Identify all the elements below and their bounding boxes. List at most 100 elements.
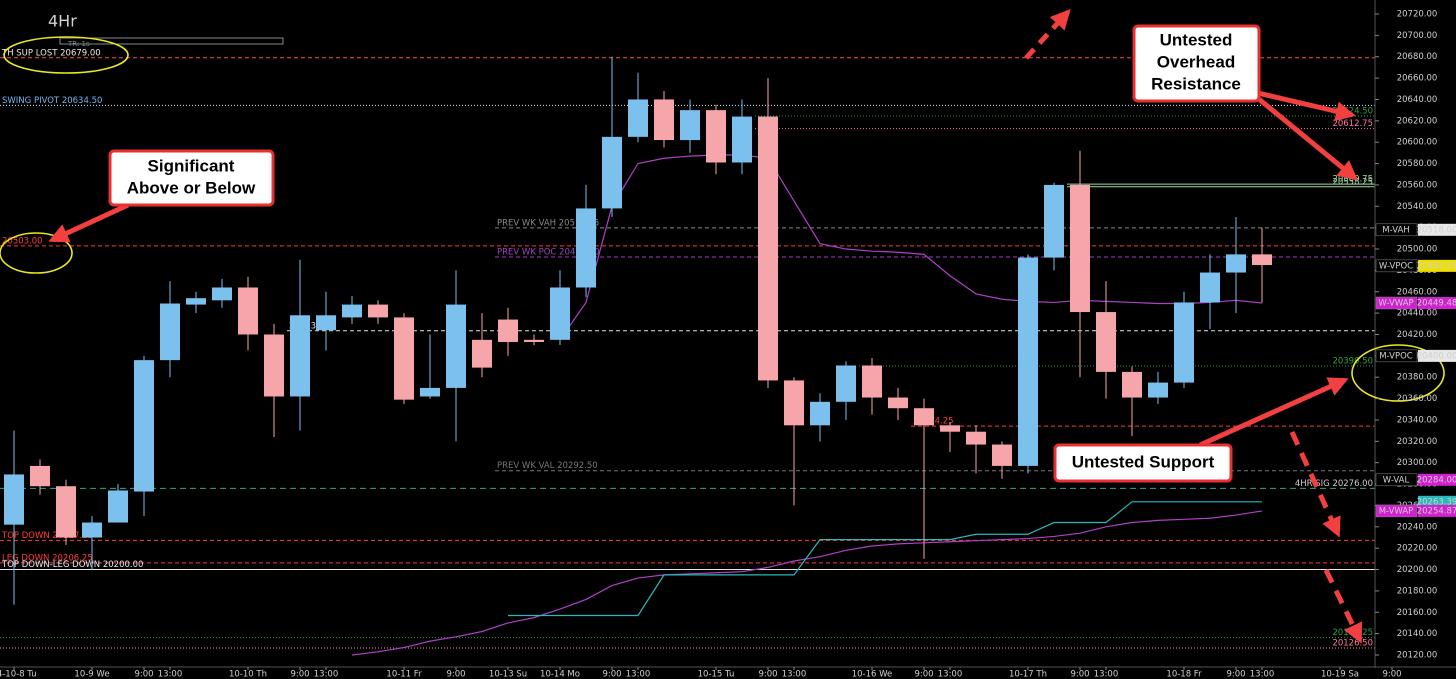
tag-value-box (1418, 223, 1456, 236)
x-tick-label: 10-17 Th (1009, 670, 1047, 679)
highlight-ellipse (1351, 344, 1445, 402)
callout-box (108, 149, 275, 207)
y-tick-label: 20460.00 (1397, 287, 1438, 297)
x-tick-label: 24-10-8 Tu (0, 670, 37, 679)
candle-body (1018, 257, 1038, 466)
level-label: LEG DOWN 20206.25 (2, 553, 93, 563)
y-tick-label: 20720.00 (1397, 10, 1438, 20)
tag-name-box (1375, 473, 1418, 487)
candle-body (82, 522, 102, 538)
tag-name: W-VWAP (1378, 299, 1413, 309)
y-tick-label: 20120.00 (1397, 651, 1438, 661)
timeframe-title: 4Hr (48, 12, 77, 31)
candle-body (576, 208, 596, 288)
tag-value-box (1418, 504, 1456, 517)
candle-body (1200, 272, 1220, 303)
x-tick-label: 13:00 (1094, 670, 1119, 679)
y-tick-label: 20380.00 (1397, 373, 1438, 383)
candle-body (810, 401, 830, 426)
candle-body (498, 319, 518, 342)
indicator-line (508, 501, 1262, 617)
y-tick-label: 20340.00 (1397, 415, 1438, 425)
level-label: PREV WK POC 20492.50 (497, 248, 600, 258)
candle-body (654, 99, 674, 141)
level-label: TH SUP LOST 20679.00 (1, 48, 101, 58)
y-tick-label: 20700.00 (1397, 31, 1438, 41)
tag-name-box (1375, 259, 1418, 273)
candle-body (342, 304, 362, 318)
candle-body (108, 490, 128, 523)
candle-body (1174, 302, 1194, 383)
highlight-ellipse (3, 36, 129, 74)
y-tick-label: 20580.00 (1397, 159, 1438, 169)
level-label: TOP DOWN-LEG DOWN 20200.00 (1, 560, 143, 570)
x-tick-label: 13:00 (626, 670, 651, 679)
tag-name-box (1375, 349, 1418, 363)
tag-value-box (1418, 473, 1456, 486)
candle-body (186, 298, 206, 305)
candle-body (732, 116, 752, 163)
x-tick-label: 13:00 (938, 670, 963, 679)
y-tick-label: 20560.00 (1397, 180, 1438, 190)
candle-body (420, 387, 440, 397)
y-tick-label: 20660.00 (1397, 74, 1438, 84)
x-tick-label: 10-13 Su (489, 670, 527, 679)
x-tick-label: 9:00 (290, 670, 309, 679)
callout-text: Resistance (1151, 74, 1241, 93)
candle-body (862, 365, 882, 398)
tag-value: 20518.00 (1417, 225, 1456, 235)
candle-body (264, 334, 284, 397)
callout-text: Significant (148, 156, 235, 175)
x-tick-label: 9:00 (602, 670, 621, 679)
candle-body (4, 474, 24, 525)
dashed-arrow (1323, 568, 1363, 644)
candle-body (134, 360, 154, 492)
tag-value: 20263.39 (1417, 497, 1456, 507)
x-tick-label: 10-18 Fr (1166, 670, 1202, 679)
candle-body (1226, 254, 1246, 273)
tag-name-box (1375, 296, 1418, 310)
candle-body (316, 315, 336, 331)
candle-body (602, 136, 622, 209)
y-tick-label: 20600.00 (1397, 138, 1438, 148)
level-label: 4HR SIG 20276.00 (1295, 479, 1373, 489)
x-tick-label: 10-15 Tu (698, 670, 735, 679)
candle-body (30, 465, 50, 487)
callout-text: Above or Below (127, 178, 256, 197)
x-tick-label: 9:00 (446, 670, 465, 679)
x-tick-label: 13:00 (314, 670, 339, 679)
candle-body (368, 304, 388, 318)
y-tick-label: 20500.00 (1397, 245, 1438, 255)
x-tick-label: 9:00 (1226, 670, 1245, 679)
tag-value: 20400.00 (1417, 351, 1456, 361)
dashed-arrow (1289, 430, 1341, 538)
candle-body (706, 110, 726, 163)
candle-body (1096, 312, 1116, 372)
x-tick-label: 9:00 (1070, 670, 1089, 679)
candle-body (524, 339, 544, 342)
candle-body (1070, 184, 1090, 313)
y-tick-label: 20320.00 (1397, 437, 1438, 447)
level-label: 20136.25 (1332, 628, 1373, 638)
candle-body (290, 315, 310, 397)
x-tick-label: 13:00 (782, 670, 807, 679)
arrow (1252, 93, 1359, 181)
x-tick-label: 10-9 We (74, 670, 109, 679)
indicator-line (559, 154, 1263, 341)
x-tick-label: 9:00 (1382, 670, 1401, 679)
tr-box (59, 37, 284, 45)
level-label: PREV WK VAL 20292.50 (497, 461, 598, 471)
tag-value-box (1418, 495, 1456, 508)
level-label: 20126.50 (1332, 639, 1373, 649)
y-tick-label: 20680.00 (1397, 52, 1438, 62)
callout-box (1132, 24, 1261, 103)
tag-name: W-VAL (1383, 475, 1410, 485)
tag-value-box (1418, 349, 1456, 362)
candle-body (966, 431, 986, 445)
tag-name-box (1375, 223, 1418, 237)
tag-value: 20449.48 (1417, 299, 1456, 309)
candle-body (238, 287, 258, 335)
candle-body (992, 444, 1012, 466)
tag-value-box (1418, 297, 1456, 310)
